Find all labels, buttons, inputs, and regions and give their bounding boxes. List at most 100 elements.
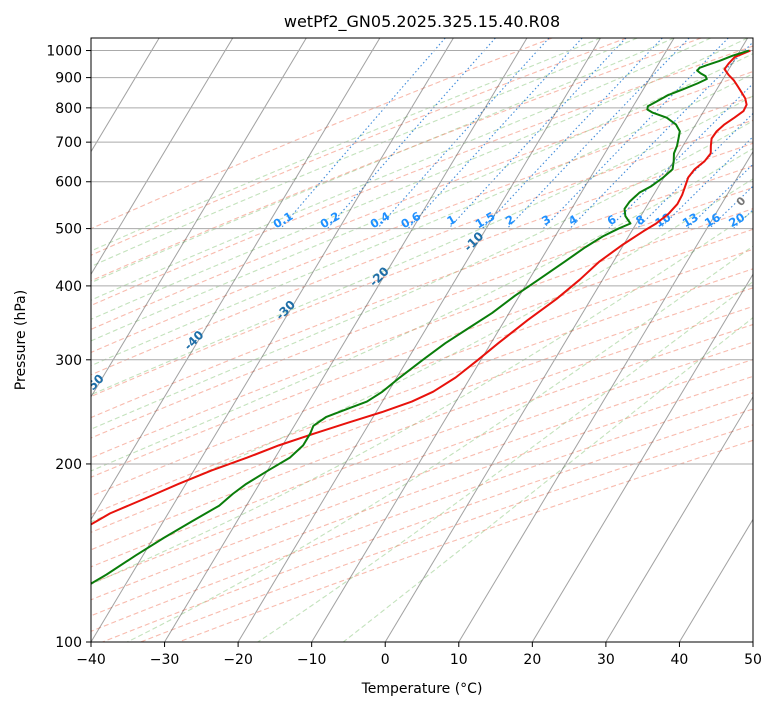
dry-adiabat-line <box>91 186 753 439</box>
dry-adiabat-line <box>91 38 553 230</box>
moist-adiabat-label: 0 <box>734 194 749 209</box>
mixing-ratio-line <box>448 38 627 229</box>
dry-adiabats <box>91 38 753 642</box>
y-axis-ticks: 100 200 300 400 500 600 700 800 900 1000 <box>46 44 91 651</box>
dry-adiabat-label: -40 <box>181 328 206 353</box>
x-tick-label: 20 <box>523 652 541 668</box>
isotherm-line <box>752 641 753 642</box>
dry-adiabat-line <box>91 248 753 497</box>
moist-adiabat-line <box>91 210 753 585</box>
dry-adiabat-line <box>91 165 753 419</box>
dry-adiabat-line <box>91 323 753 568</box>
isotherm-line <box>91 38 307 398</box>
mixing-ratio-line <box>686 163 753 229</box>
x-axis-title: Temperature (°C) <box>361 681 483 697</box>
y-tick-label: 500 <box>55 222 82 238</box>
dry-adiabat-line <box>91 287 753 533</box>
mixing-ratio-label: 1.5 <box>473 209 498 231</box>
y-tick-label: 600 <box>55 175 82 191</box>
x-tick-label: 0 <box>381 652 390 668</box>
mixing-ratio-line <box>636 112 753 229</box>
sounding-profiles <box>91 49 751 585</box>
mixing-ratio-label: 13 <box>680 210 701 230</box>
x-tick-label: −30 <box>150 652 180 668</box>
moist-adiabat-line <box>91 147 753 472</box>
dry-adiabat-line <box>91 38 627 256</box>
isotherm-line <box>0 38 12 642</box>
isotherm-line <box>91 38 160 153</box>
x-tick-label: 50 <box>744 652 762 668</box>
y-axis-title: Pressure (hPa) <box>13 290 29 390</box>
isotherm-line <box>531 273 753 642</box>
mixing-ratio-label: 20 <box>726 210 747 230</box>
isotherm-line <box>384 38 749 642</box>
dry-adiabat-line <box>91 95 753 354</box>
moist-adiabat-line <box>91 53 753 342</box>
isotherm-line <box>311 38 675 642</box>
x-tick-label: −40 <box>76 652 106 668</box>
dry-adiabat-line <box>91 228 753 478</box>
moist-adiabats <box>91 38 753 642</box>
x-tick-label: −10 <box>297 652 327 668</box>
mixing-ratio-label: 6 <box>605 212 619 228</box>
y-tick-label: 300 <box>55 353 82 369</box>
dry-adiabat-line <box>91 70 753 330</box>
dry-adiabat-line <box>91 305 753 551</box>
x-axis-ticks: −40 −30 −20 −10 0 10 20 30 40 50 <box>76 642 762 668</box>
dry-adiabat-line <box>91 38 702 282</box>
plot-area: 0.10.20.40.611.52346810131620253036 -100… <box>0 38 775 642</box>
moist-adiabat-line <box>342 316 753 642</box>
temperature-profile-line <box>91 49 751 526</box>
dry-adiabat-line <box>178 439 753 642</box>
chart-title: wetPf2_GN05.2025.325.15.40.R08 <box>284 12 560 32</box>
dry-adiabat-line <box>91 392 753 632</box>
mixing-ratio-line <box>407 38 583 229</box>
isotherm-line <box>605 395 753 642</box>
plot-frame <box>90 37 754 643</box>
mixing-ratio-line <box>608 82 753 229</box>
x-tick-label: 40 <box>671 652 689 668</box>
mixing-ratio-label: 0.4 <box>368 209 393 231</box>
dry-adiabat-line <box>91 268 753 516</box>
moist-adiabat-line <box>257 281 753 642</box>
mixing-ratio-line <box>481 38 663 229</box>
x-tick-label: −20 <box>223 652 253 668</box>
dry-adiabat-line <box>91 375 753 617</box>
dry-adiabat-line <box>91 142 753 398</box>
mixing-ratio-label: 25 <box>751 210 772 230</box>
dry-adiabat-label: -30 <box>273 298 298 323</box>
moist-adiabat-line <box>91 38 601 252</box>
dry-adiabat-line <box>91 341 753 585</box>
isotherm-line <box>237 38 601 642</box>
isotherm-line <box>91 38 234 276</box>
mixing-ratio-line <box>376 38 550 229</box>
moist-adiabat-line <box>91 38 638 268</box>
mixing-ratio-line <box>542 38 729 229</box>
isotherm-line <box>458 150 753 642</box>
isotherms <box>0 38 753 642</box>
dry-adiabat-line <box>91 45 753 307</box>
dry-adiabat-label: -50 <box>82 371 107 396</box>
dewpoint-profile-line <box>91 49 750 585</box>
dry-adiabat-label: -10 <box>461 229 486 254</box>
y-tick-label: 100 <box>55 635 82 651</box>
mixing-ratio-label: 30 <box>771 210 775 230</box>
mixing-ratio-line <box>506 38 690 229</box>
isotherm-line <box>164 38 528 642</box>
y-tick-label: 900 <box>55 71 82 87</box>
isotherm-line <box>91 38 454 642</box>
moist-adiabat-line <box>91 38 675 284</box>
moist-adiabat-line <box>91 178 753 523</box>
dry-adiabat-line <box>91 358 753 601</box>
mixing-ratio-line <box>758 38 775 229</box>
y-tick-label: 200 <box>55 457 82 473</box>
y-tick-label: 1000 <box>46 44 82 60</box>
y-tick-label: 700 <box>55 135 82 151</box>
x-tick-label: 10 <box>450 652 468 668</box>
isotherm-line <box>679 518 753 642</box>
dry-adiabat-label: -60 <box>0 413 8 438</box>
y-tick-label: 800 <box>55 101 82 117</box>
dry-adiabat-line <box>91 208 753 459</box>
